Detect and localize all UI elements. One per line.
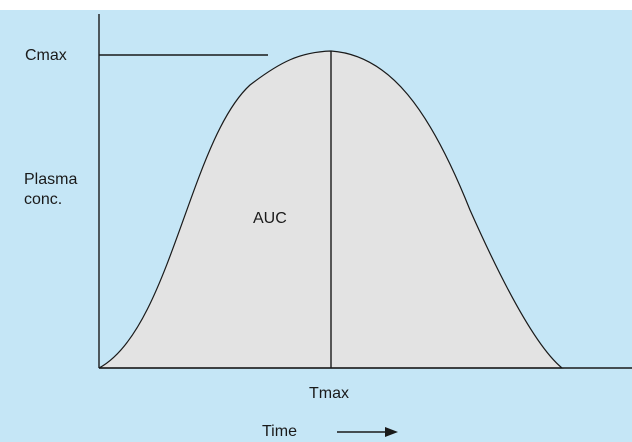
- tmax-label: Tmax: [309, 385, 349, 402]
- time-label: Time: [262, 423, 297, 440]
- y-axis-label-line2: conc.: [24, 191, 63, 208]
- auc-label: AUC: [253, 210, 287, 227]
- y-axis-label-line1: Plasma: [24, 171, 78, 188]
- cmax-label: Cmax: [25, 47, 67, 64]
- time-arrow-head-icon: [385, 427, 398, 437]
